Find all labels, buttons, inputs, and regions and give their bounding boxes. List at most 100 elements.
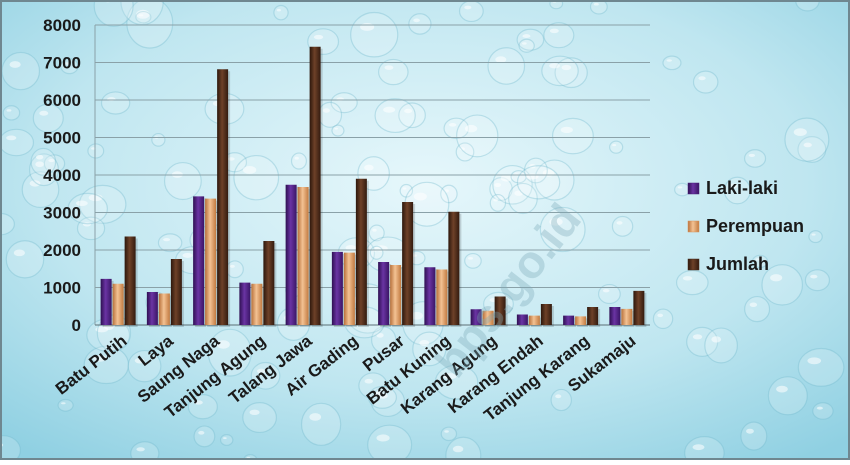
water-drop xyxy=(517,166,559,199)
water-drop-highlight xyxy=(683,276,692,280)
water-drop-highlight xyxy=(678,186,683,188)
water-drop xyxy=(663,56,681,69)
water-drop xyxy=(234,156,279,200)
water-drop-highlight xyxy=(812,234,816,236)
water-drop-highlight xyxy=(365,379,373,384)
water-drop xyxy=(6,241,43,278)
y-tick-label: 1000 xyxy=(43,279,81,298)
water-drop xyxy=(553,118,594,153)
water-drop-highlight xyxy=(698,76,705,80)
bar-laki-laki xyxy=(286,185,297,325)
bar-perempuan xyxy=(159,294,170,326)
water-drop-highlight xyxy=(414,193,427,201)
water-drop xyxy=(465,254,481,269)
water-drop xyxy=(813,403,833,419)
water-drop-highlight xyxy=(163,238,170,241)
bar-perempuan xyxy=(529,316,540,325)
water-drop xyxy=(460,1,484,22)
water-drop xyxy=(542,56,578,85)
y-tick-label: 0 xyxy=(72,316,81,335)
water-drop-highlight xyxy=(794,128,807,136)
water-drop xyxy=(785,118,829,161)
water-drop-highlight xyxy=(693,334,702,339)
water-drop-highlight xyxy=(810,275,817,279)
water-drop-highlight xyxy=(522,42,527,44)
bar-laki-laki xyxy=(609,307,620,325)
water-drop xyxy=(488,48,525,84)
water-drop xyxy=(745,150,766,167)
bar-laki-laki xyxy=(378,262,389,325)
water-drop-highlight xyxy=(616,221,622,225)
water-drop-highlight xyxy=(243,166,256,174)
y-tick-label: 7000 xyxy=(43,54,81,73)
bar-jumlah xyxy=(263,241,274,325)
legend-label: Perempuan xyxy=(706,216,804,236)
water-drop xyxy=(610,141,623,153)
bar-perempuan xyxy=(251,284,262,325)
bar-laki-laki xyxy=(193,196,204,325)
water-drop xyxy=(551,389,571,410)
water-drop xyxy=(88,144,104,158)
water-drop xyxy=(379,59,408,84)
water-drop-highlight xyxy=(453,446,463,453)
bar-jumlah xyxy=(448,212,459,325)
water-drop xyxy=(694,71,718,93)
water-drop xyxy=(675,183,690,195)
water-drop xyxy=(745,297,770,322)
water-drop xyxy=(741,422,767,450)
water-drop-highlight xyxy=(468,257,473,260)
bar-perempuan xyxy=(298,187,309,325)
water-drop-highlight xyxy=(776,386,788,393)
water-drop xyxy=(805,270,829,291)
water-drop xyxy=(519,39,534,52)
water-drop-highlight xyxy=(61,402,65,404)
water-drop-highlight xyxy=(294,157,298,160)
bar-jumlah xyxy=(310,47,321,325)
bar-laki-laki xyxy=(239,283,250,325)
water-drop xyxy=(375,99,415,133)
water-drop xyxy=(131,442,159,460)
water-drop xyxy=(368,425,412,460)
water-drop-highlight xyxy=(223,437,227,439)
water-drop-highlight xyxy=(526,174,539,180)
water-drop-highlight xyxy=(444,430,449,432)
bar-laki-laki xyxy=(147,292,158,325)
bar-laki-laki xyxy=(101,279,112,325)
water-drop-highlight xyxy=(250,410,260,415)
water-drop xyxy=(677,270,708,294)
legend-swatch xyxy=(688,259,699,270)
water-drop-highlight xyxy=(746,429,754,434)
water-drop xyxy=(457,115,498,157)
bar-perempuan xyxy=(436,270,447,326)
legend-item-perempuan: Perempuan xyxy=(688,216,804,236)
water-drop-highlight xyxy=(749,154,755,157)
bar-jumlah xyxy=(633,291,644,325)
water-drop-highlight xyxy=(136,447,144,451)
water-drop-highlight xyxy=(464,6,471,10)
water-drop xyxy=(351,13,398,57)
y-tick-label: 8000 xyxy=(43,16,81,35)
y-tick-label: 4000 xyxy=(43,166,81,185)
water-drop-highlight xyxy=(449,123,456,127)
bar-laki-laki xyxy=(563,316,574,325)
water-drop-highlight xyxy=(383,107,395,113)
water-drop-highlight xyxy=(39,111,48,116)
water-drop-highlight xyxy=(323,108,330,112)
water-drop-highlight xyxy=(667,59,672,61)
water-drop xyxy=(705,328,738,363)
water-drop-highlight xyxy=(314,35,323,40)
water-drop-highlight xyxy=(555,394,561,398)
water-drop-highlight xyxy=(364,165,373,171)
bar-laki-laki xyxy=(424,267,435,325)
water-drop-highlight xyxy=(603,289,609,292)
water-drop-highlight xyxy=(770,274,782,281)
water-drop-highlight xyxy=(612,144,616,146)
water-drop-highlight xyxy=(495,56,506,63)
legend-label: Laki-laki xyxy=(706,178,778,198)
water-drop xyxy=(591,0,608,14)
water-drop xyxy=(292,153,307,169)
bar-jumlah xyxy=(125,237,136,326)
